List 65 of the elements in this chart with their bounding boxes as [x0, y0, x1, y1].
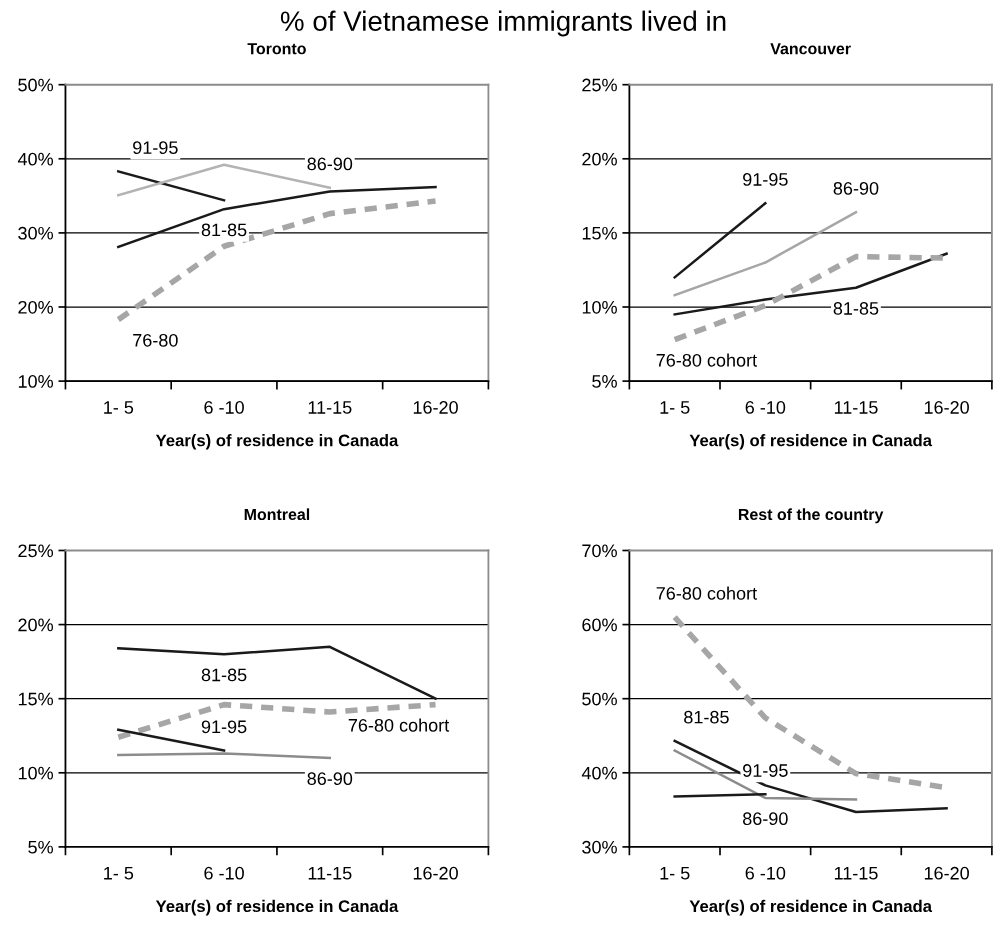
- y-tick-label: 10%: [582, 300, 617, 314]
- x-tick-label: 16-20: [413, 866, 458, 880]
- x-tick-label: 6 -10: [204, 401, 244, 414]
- series-label: 81-85: [684, 710, 729, 724]
- y-tick-label: 25%: [582, 78, 617, 92]
- series-label: 86-90: [833, 181, 879, 195]
- y-tick-label: 20%: [582, 152, 617, 166]
- y-tick-label: 30%: [18, 226, 54, 240]
- x-tick-label: 6 -10: [745, 401, 786, 414]
- y-tick-label: 20%: [18, 618, 54, 632]
- y-tick-label: 15%: [582, 226, 617, 240]
- y-tick-label: 20%: [18, 300, 54, 314]
- series-label: 86-90: [307, 772, 353, 786]
- line-series: [673, 252, 948, 316]
- x-tick-label: 11-15: [834, 401, 878, 414]
- line-series: [117, 185, 437, 249]
- y-tick-label: 25%: [18, 544, 54, 558]
- chart-title: Rest of the country: [738, 508, 884, 524]
- line-series: [117, 645, 437, 700]
- x-axis-title: Year(s) of residence in Canada: [155, 434, 399, 450]
- series-label: 81-85: [833, 302, 879, 315]
- y-tick-label: 15%: [18, 692, 54, 706]
- series-label: 76-80 cohort: [656, 586, 757, 600]
- line-series: [673, 739, 948, 814]
- series-label: 81-85: [201, 223, 247, 237]
- x-axis-title: Year(s) of residence in Canada: [155, 899, 399, 916]
- series-label: 86-90: [307, 157, 353, 171]
- series-label: 91-95: [133, 141, 178, 155]
- y-tick-label: 10%: [18, 766, 54, 780]
- x-tick-label: 1- 5: [104, 401, 134, 414]
- series-label: 76-80: [133, 333, 178, 347]
- x-tick-label: 11-15: [308, 401, 352, 414]
- series-label: 91-95: [743, 173, 788, 186]
- y-tick-label: 5%: [592, 375, 617, 388]
- x-tick-label: 1- 5: [104, 867, 134, 880]
- x-tick-label: 16-20: [413, 401, 458, 414]
- x-tick-label: 11-15: [834, 867, 878, 880]
- chart-title: Toronto: [247, 43, 306, 55]
- series-label: 91-95: [201, 720, 247, 734]
- x-tick-label: 6 -10: [745, 866, 786, 880]
- y-tick-label: 30%: [582, 840, 617, 854]
- series-label: 76-80 cohort: [348, 718, 450, 732]
- series-label: 86-90: [743, 812, 788, 826]
- series-label: 81-85: [201, 668, 247, 682]
- series-label: 76-80 cohort: [656, 353, 757, 367]
- y-tick-label: 40%: [17, 152, 54, 166]
- chart-title: Vancouver: [770, 43, 851, 55]
- y-tick-label: 50%: [582, 692, 617, 706]
- x-tick-label: 16-20: [924, 401, 969, 414]
- x-tick-label: 6 -10: [204, 866, 244, 880]
- text: % of Vietnamese immigrants lived in: [280, 10, 726, 37]
- x-axis-title: Year(s) of residence in Canada: [689, 899, 933, 916]
- x-tick-label: 1- 5: [660, 867, 690, 880]
- y-tick-label: 60%: [582, 618, 617, 632]
- chart-title: Montreal: [244, 508, 310, 521]
- x-axis-title: Year(s) of residence in Canada: [689, 434, 933, 450]
- x-tick-label: 11-15: [308, 867, 352, 880]
- y-tick-label: 70%: [582, 544, 617, 558]
- y-tick-label: 5%: [28, 840, 54, 854]
- y-tick-label: 10%: [18, 375, 54, 388]
- x-tick-label: 16-20: [924, 866, 969, 880]
- series-label: 91-95: [743, 764, 788, 777]
- y-tick-label: 50%: [18, 78, 54, 92]
- y-tick-label: 40%: [581, 766, 617, 780]
- x-tick-label: 1- 5: [660, 401, 690, 414]
